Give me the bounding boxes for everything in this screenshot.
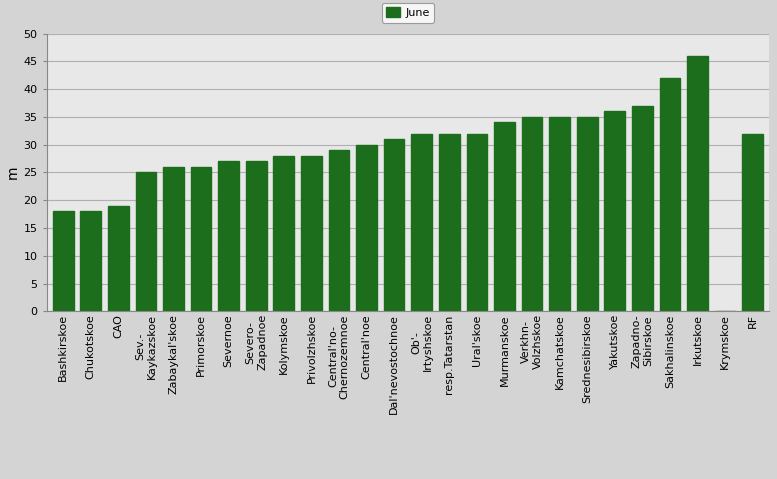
Bar (53, 211, 74, 311)
Bar (274, 156, 294, 311)
Bar (384, 139, 405, 311)
Bar (439, 134, 460, 311)
Bar (549, 117, 570, 311)
Legend: June: June (382, 3, 434, 23)
Bar (301, 156, 322, 311)
Bar (632, 106, 653, 311)
Bar (687, 56, 708, 311)
Bar (605, 111, 625, 311)
Y-axis label: m: m (5, 166, 19, 179)
Bar (80, 211, 101, 311)
Bar (329, 150, 350, 311)
Bar (218, 161, 239, 311)
Bar (494, 123, 515, 311)
Bar (577, 117, 598, 311)
Bar (466, 134, 487, 311)
Bar (135, 172, 156, 311)
Bar (742, 134, 763, 311)
Bar (190, 167, 211, 311)
Bar (411, 134, 432, 311)
Bar (246, 161, 267, 311)
Bar (108, 206, 129, 311)
Bar (521, 117, 542, 311)
Bar (356, 145, 377, 311)
Bar (660, 78, 681, 311)
Bar (163, 167, 184, 311)
